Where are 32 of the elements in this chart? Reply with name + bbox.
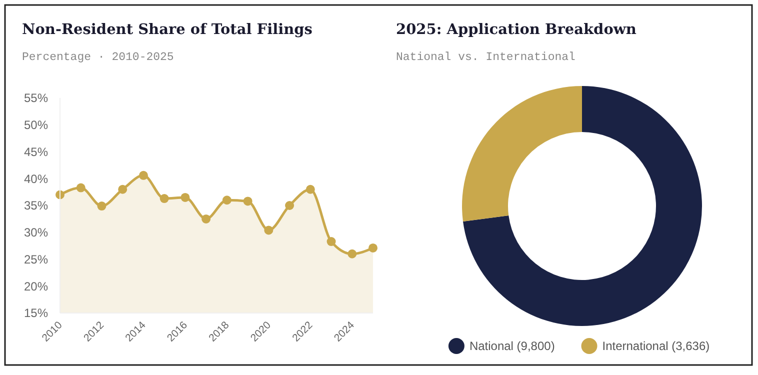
point (348, 249, 357, 258)
y-tick-label: 25% (24, 252, 48, 266)
y-tick-label: 35% (24, 198, 48, 213)
y-tick-label: 55% (24, 91, 48, 106)
legend-label: International (3,636) (602, 339, 710, 354)
y-tick-label: 50% (24, 118, 48, 132)
point (306, 184, 315, 194)
y-tick-label: 15% (24, 306, 48, 320)
y-tick-label: 30% (24, 226, 48, 240)
point (97, 202, 106, 211)
y-tick-label: 45% (24, 144, 48, 159)
y-tick-label: 40% (24, 172, 48, 186)
chart-subtitle: Percentage · 2010-2025 (22, 51, 174, 64)
point (222, 196, 232, 205)
point (118, 184, 128, 194)
point (138, 170, 148, 180)
chart-subtitle: National vs. International (396, 51, 576, 64)
point (160, 194, 169, 204)
point (326, 237, 336, 246)
chart-title: 2025: Application Breakdown (396, 21, 637, 38)
point (264, 226, 274, 235)
point (243, 196, 252, 206)
point (368, 243, 378, 252)
point (202, 214, 211, 224)
donut-slice (462, 86, 582, 222)
point (180, 192, 190, 202)
chart-title: Non-Resident Share of Total Filings (22, 21, 312, 38)
legend-label: National (9,800) (469, 339, 555, 354)
point (285, 201, 294, 210)
y-tick-label: 20% (24, 279, 48, 294)
donut-slice (463, 86, 702, 326)
point (76, 183, 86, 192)
